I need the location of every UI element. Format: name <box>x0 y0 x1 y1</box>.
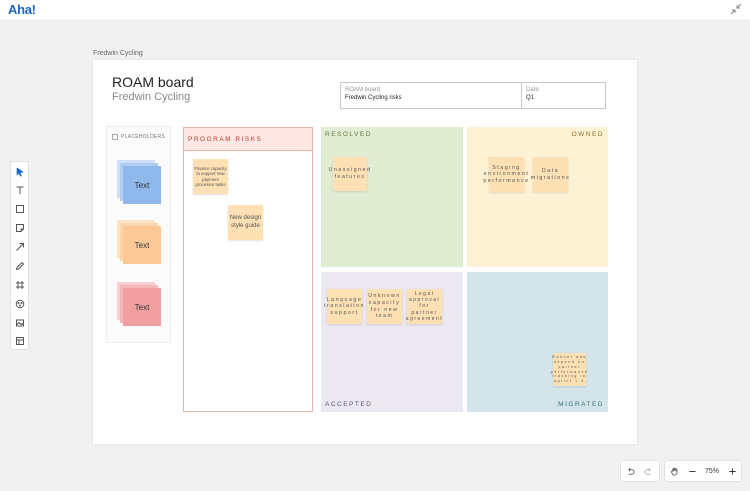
date-cell[interactable]: Date Q1 <box>522 83 605 108</box>
sticky-note[interactable]: Language translation support <box>324 289 363 324</box>
placeholder-stack-orange[interactable]: Text <box>117 220 161 264</box>
board-info-table: ROAM board Fredwin Cycling risks Date Q1 <box>340 82 606 109</box>
owned-quadrant[interactable]: OWNED Staging environment performance Da… <box>467 127 608 267</box>
hand-pan-icon[interactable] <box>665 461 683 481</box>
pen-tool-icon[interactable] <box>13 259 27 273</box>
placeholder-note[interactable]: Text <box>123 288 161 326</box>
sticky-note[interactable]: Data migrations <box>531 157 569 192</box>
board-subtitle: Fredwin Cycling <box>112 91 191 103</box>
undo-icon[interactable] <box>621 461 639 481</box>
board-title: ROAM board <box>112 74 194 90</box>
placeholders-label: PLACEHOLDERS <box>121 134 166 140</box>
template-tool-icon[interactable] <box>13 297 27 311</box>
board-name-key: ROAM board <box>345 87 381 93</box>
redo-icon[interactable] <box>639 461 657 481</box>
placeholder-box-icon <box>112 134 118 140</box>
migrated-quadrant[interactable]: MIGRATED Banner ads depend on partner pe… <box>467 272 608 412</box>
placeholder-stack-red[interactable]: Text <box>117 282 161 326</box>
placeholder-note[interactable]: Text <box>123 226 161 264</box>
program-risks-header: PROGRAM RISKS <box>184 128 312 151</box>
text-tool-icon[interactable] <box>13 183 27 197</box>
shape-tool-icon[interactable] <box>13 202 27 216</box>
sticky-note[interactable]: Unknown capacity for new team <box>367 289 402 324</box>
placeholders-panel: PLACEHOLDERS Text Text Text <box>106 126 171 343</box>
migrated-label: MIGRATED <box>558 401 604 408</box>
date-key: Date <box>526 87 539 93</box>
program-risks-column[interactable]: PROGRAM RISKS Finance capacity to suppor… <box>183 127 313 412</box>
drawing-toolbar <box>10 161 29 350</box>
sticky-note[interactable]: Finance capacity to support new payment … <box>193 159 228 194</box>
placeholder-note[interactable]: Text <box>123 166 161 204</box>
zoom-controls: 75% <box>664 460 742 482</box>
board-name-value: Fredwin Cycling risks <box>345 95 402 101</box>
sticky-note[interactable]: Unassigned features <box>329 157 370 191</box>
whiteboard-canvas[interactable]: ROAM board Fredwin Cycling ROAM board Fr… <box>93 60 637 444</box>
table-tool-icon[interactable] <box>13 334 27 348</box>
history-controls <box>620 460 660 482</box>
zoom-level[interactable]: 75% <box>704 467 719 475</box>
placeholders-header: PLACEHOLDERS <box>112 134 165 140</box>
zoom-out-icon[interactable] <box>683 461 701 481</box>
zoom-in-icon[interactable] <box>723 461 741 481</box>
placeholder-stack-blue[interactable]: Text <box>117 160 161 204</box>
accepted-label: ACCEPTED <box>325 401 373 408</box>
resolved-quadrant[interactable]: RESOLVED Unassigned features <box>321 127 463 267</box>
sticky-note[interactable]: New design style guide <box>228 205 263 240</box>
board-name-cell[interactable]: ROAM board Fredwin Cycling risks <box>341 83 522 108</box>
select-tool-icon[interactable] <box>13 165 27 179</box>
sticky-note-tool-icon[interactable] <box>13 221 27 235</box>
sticky-note[interactable]: Banner ads depend on partner performance… <box>551 353 587 386</box>
resolved-label: RESOLVED <box>325 131 372 138</box>
sticky-note[interactable]: Staging environment performance <box>483 157 528 192</box>
top-bar: Aha! <box>0 0 750 19</box>
board-breadcrumb[interactable]: Fredwin Cycling <box>93 50 143 57</box>
collapse-icon[interactable] <box>730 3 742 15</box>
arrow-tool-icon[interactable] <box>13 240 27 254</box>
date-value: Q1 <box>526 95 535 101</box>
sticky-note[interactable]: Legal approval for partner agreement <box>406 289 442 324</box>
owned-label: OWNED <box>571 131 604 138</box>
frame-tool-icon[interactable] <box>13 278 27 292</box>
aha-logo[interactable]: Aha! <box>8 2 36 17</box>
image-tool-icon[interactable] <box>13 316 27 330</box>
accepted-quadrant[interactable]: ACCEPTED Language translation support Un… <box>321 272 463 412</box>
